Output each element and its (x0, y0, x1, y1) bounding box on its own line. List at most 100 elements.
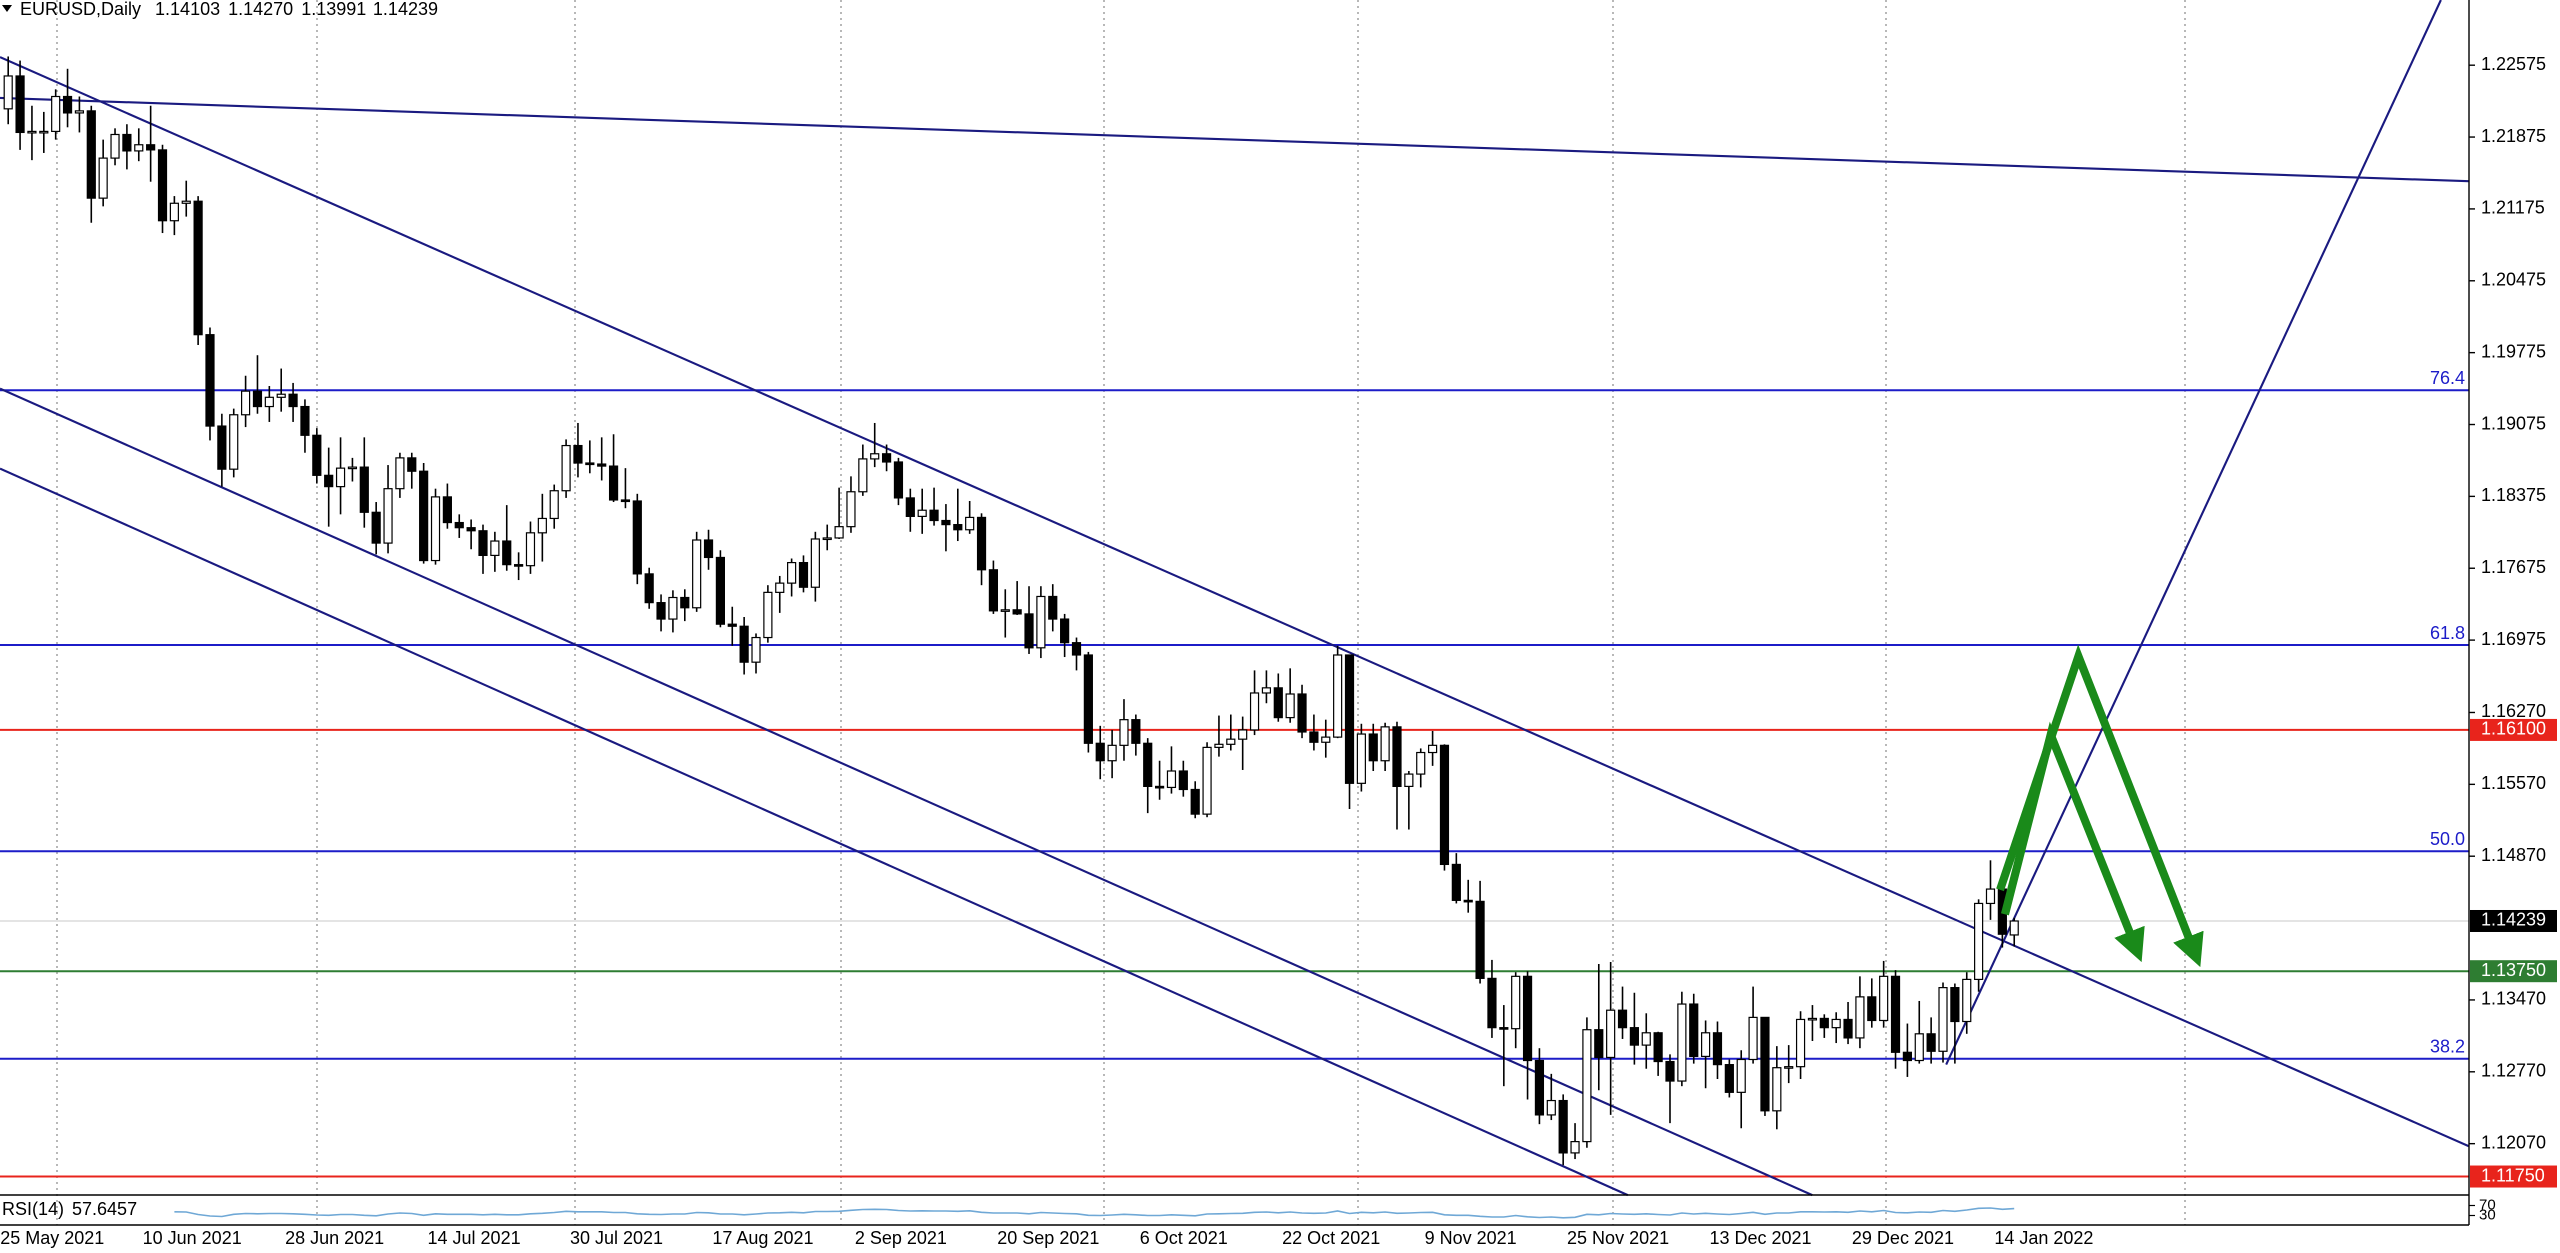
candle-body (1368, 733, 1378, 762)
candle-body (347, 466, 358, 470)
candle-body (1071, 642, 1082, 656)
candle-body (288, 393, 298, 408)
candle-body (834, 526, 844, 539)
candle-body (1273, 687, 1283, 719)
candle-body (1107, 744, 1117, 762)
candle-body (1475, 900, 1485, 979)
candle-body (1487, 977, 1497, 1029)
candle-body (1012, 609, 1022, 615)
candle-body (1060, 618, 1070, 644)
x-tick-label: 2 Sep 2021 (855, 1228, 947, 1248)
rsi-name: RSI(14) (2, 1199, 64, 1219)
candle-body (1522, 975, 1533, 1062)
candle-body (419, 470, 429, 562)
candle-body (988, 569, 999, 612)
open: 1.14103 (155, 0, 220, 19)
collapse-icon (2, 5, 12, 12)
candle-body (727, 623, 737, 627)
y-tick-label: 1.18375 (2481, 485, 2546, 505)
candle-body (146, 144, 156, 151)
fib-label: 61.8 (2430, 623, 2465, 643)
candle-body (1095, 742, 1105, 762)
candle-body (264, 396, 274, 408)
candle-body (1439, 744, 1450, 866)
candle-body (846, 491, 856, 528)
candle-body (549, 490, 559, 520)
candle-body (1665, 1060, 1675, 1082)
candle-body (1190, 788, 1200, 815)
candle-body (371, 511, 381, 544)
candle-body (1226, 738, 1236, 745)
candle-body (787, 561, 797, 584)
candle-body (1249, 692, 1260, 731)
candle-body (1594, 1029, 1604, 1059)
candle-body (1867, 996, 1877, 1022)
fib-label: 76.4 (2430, 368, 2465, 388)
candle-body (1297, 693, 1307, 733)
candle-body (1511, 975, 1521, 1030)
candle-body (1712, 1032, 1723, 1066)
candle-body (680, 596, 690, 609)
candle-body (1036, 595, 1046, 649)
candle-body (98, 157, 108, 199)
candle-body (763, 591, 773, 639)
x-tick-label: 17 Aug 2021 (712, 1228, 813, 1248)
candle-body (1962, 978, 1972, 1023)
candle-body (1380, 726, 1390, 762)
candle-body (1784, 1066, 1794, 1069)
vertical-grid (56, 0, 2186, 1225)
candle-body (15, 75, 25, 134)
candle-body (1166, 770, 1177, 789)
candle-body (929, 509, 939, 522)
y-tick-label: 1.22575 (2481, 54, 2546, 74)
candle-body (620, 499, 631, 503)
candle-body (715, 556, 726, 625)
candle-body (217, 425, 227, 470)
price-label: 1.14239 (2481, 910, 2546, 930)
candle-body (3, 75, 13, 110)
x-tick-label: 10 Jun 2021 (143, 1228, 242, 1248)
candle-body (1119, 719, 1129, 746)
candle-body (1238, 729, 1248, 740)
x-tick-label: 22 Oct 2021 (1282, 1228, 1380, 1248)
fib-label: 50.0 (2430, 829, 2465, 849)
candle-body (157, 149, 168, 222)
candle-body (1760, 1016, 1770, 1112)
candle-body (359, 466, 369, 513)
candle-body (1701, 1032, 1711, 1058)
x-tick-label: 6 Oct 2021 (1140, 1228, 1228, 1248)
candle-body (1261, 687, 1272, 694)
candle-body (1285, 693, 1295, 719)
candle-body (134, 144, 144, 152)
x-tick-label: 9 Nov 2021 (1425, 1228, 1517, 1248)
candle-body (51, 95, 61, 133)
candle-body (537, 517, 547, 534)
candle-body (1879, 975, 1889, 1022)
price-label-box (2470, 718, 2557, 741)
candle-body (1463, 899, 1473, 903)
candle-body (941, 519, 951, 526)
x-tick-label: 28 Jun 2021 (285, 1228, 384, 1248)
candle-body (822, 537, 832, 541)
candle-body (585, 462, 595, 466)
x-tick-label: 29 Dec 2021 (1852, 1228, 1954, 1248)
candle-body (1427, 744, 1438, 754)
candle-body (870, 453, 880, 460)
candle-body (454, 521, 464, 529)
y-tick-label: 1.21175 (2481, 198, 2545, 218)
candle-body (1843, 1018, 1853, 1039)
candle-body (1617, 1009, 1628, 1029)
y-tick-label: 1.16975 (2481, 629, 2546, 649)
symbol: EURUSD,Daily (20, 0, 141, 19)
axes (0, 0, 2470, 1226)
close: 1.14239 (373, 0, 438, 19)
candle-body (953, 524, 963, 531)
y-tick-label: 1.13470 (2481, 989, 2546, 1009)
candle-body (1131, 719, 1141, 744)
y-tick-label: 1.16270 (2481, 701, 2546, 721)
candle-body (466, 527, 476, 532)
candle-body (1416, 751, 1426, 775)
candle-body (241, 390, 251, 416)
